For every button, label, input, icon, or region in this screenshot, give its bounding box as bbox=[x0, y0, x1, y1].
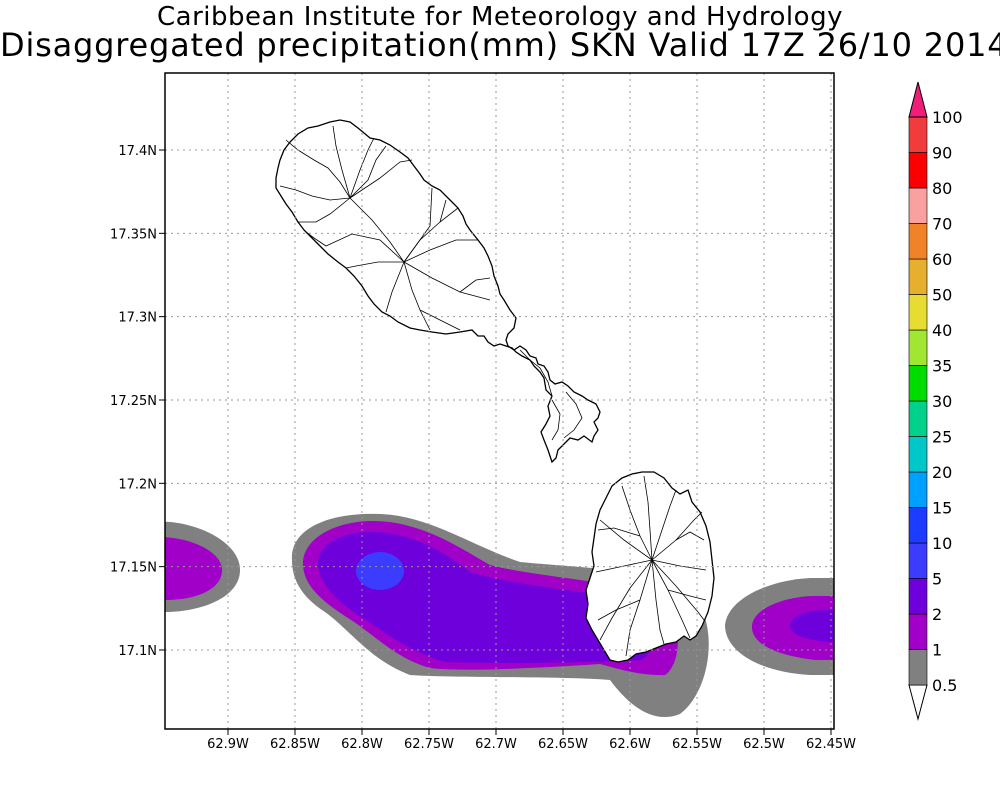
colorbar-swatch bbox=[908, 649, 928, 686]
map-title-line2: Disaggregated precipitation(mm) SKN Vali… bbox=[0, 26, 1000, 64]
colorbar-label: 25 bbox=[932, 428, 952, 447]
colorbar-swatch bbox=[908, 329, 928, 366]
x-tick-label: 62.5W bbox=[743, 737, 785, 752]
map-frame bbox=[164, 72, 835, 730]
precipitation-field bbox=[165, 513, 834, 718]
colorbar-label: 60 bbox=[932, 250, 952, 269]
colorbar-label: 1 bbox=[932, 641, 942, 660]
colorbar-swatch bbox=[908, 400, 928, 437]
colorbar-swatch bbox=[908, 365, 928, 402]
x-tick-label: 62.9W bbox=[207, 737, 249, 752]
colorbar-swatch bbox=[908, 187, 928, 224]
y-tick-label: 17.2N bbox=[118, 477, 157, 492]
y-tick-label: 17.4N bbox=[118, 144, 157, 159]
colorbar-label: 0.5 bbox=[932, 676, 957, 695]
islands bbox=[275, 119, 715, 663]
colorbar-swatch bbox=[908, 436, 928, 473]
colorbar-min-triangle bbox=[908, 684, 928, 721]
colorbar-swatch bbox=[908, 223, 928, 260]
y-tick-label: 17.1N bbox=[118, 644, 157, 659]
x-tick-label: 62.85W bbox=[270, 737, 320, 752]
x-tick-label: 62.8W bbox=[341, 737, 383, 752]
colorbar-swatch bbox=[908, 578, 928, 615]
nevis-drainage bbox=[595, 475, 707, 657]
x-tick-label: 62.75W bbox=[404, 737, 454, 752]
map-title-line1: Caribbean Institute for Meteorology and … bbox=[157, 2, 843, 32]
colorbar-label: 40 bbox=[932, 321, 952, 340]
colorbar-swatch bbox=[908, 542, 928, 579]
colorbar-label: 100 bbox=[932, 108, 963, 127]
colorbar-label: 50 bbox=[932, 286, 952, 305]
colorbar-label: 5 bbox=[932, 570, 942, 589]
colorbar-label: 15 bbox=[932, 499, 952, 518]
x-tick-label: 62.7W bbox=[475, 737, 517, 752]
y-tick-label: 17.35N bbox=[110, 227, 157, 242]
colorbar-label: 80 bbox=[932, 179, 952, 198]
colorbar-swatch bbox=[908, 613, 928, 650]
colorbar-label: 35 bbox=[932, 357, 952, 376]
precip-area-east-violet bbox=[790, 610, 834, 642]
colorbar-label: 2 bbox=[932, 605, 942, 624]
x-axis-longitude: 62.9W 62.85W 62.8W 62.75W 62.7W 62.65W 62.6W 62… bbox=[207, 729, 856, 752]
colorbar-label: 30 bbox=[932, 392, 952, 411]
colorbar-swatch bbox=[908, 116, 928, 153]
y-tick-label: 17.25N bbox=[110, 394, 157, 409]
colorbar-swatch bbox=[908, 294, 928, 331]
colorbar-label: 20 bbox=[932, 463, 952, 482]
map-grid bbox=[165, 73, 834, 729]
x-tick-label: 62.55W bbox=[672, 737, 722, 752]
colorbar-max-triangle bbox=[908, 81, 928, 118]
x-tick-label: 62.65W bbox=[538, 737, 588, 752]
colorbar-swatch bbox=[908, 258, 928, 295]
colorbar-label: 90 bbox=[932, 144, 952, 163]
x-tick-label: 62.45W bbox=[806, 737, 856, 752]
y-axis-latitude: 17.4N 17.35N 17.3N 17.25N 17.2N 17.15N 17.1N bbox=[110, 144, 165, 659]
precip-area-central-blue bbox=[356, 552, 404, 590]
colorbar-swatch bbox=[908, 507, 928, 544]
colorbar-label: 10 bbox=[932, 534, 952, 553]
y-tick-label: 17.3N bbox=[118, 311, 157, 326]
st-kitts-drainage bbox=[279, 125, 583, 441]
colorbar-swatch bbox=[908, 471, 928, 508]
x-tick-label: 62.6W bbox=[609, 737, 651, 752]
colorbar-swatch bbox=[908, 152, 928, 189]
y-tick-label: 17.15N bbox=[110, 561, 157, 576]
colorbar-label: 70 bbox=[932, 215, 952, 234]
precip-area-west-purple bbox=[165, 537, 222, 600]
